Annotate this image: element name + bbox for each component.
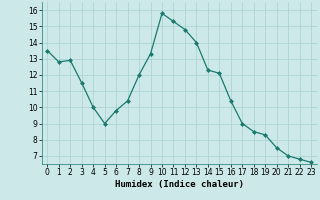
X-axis label: Humidex (Indice chaleur): Humidex (Indice chaleur) — [115, 180, 244, 189]
